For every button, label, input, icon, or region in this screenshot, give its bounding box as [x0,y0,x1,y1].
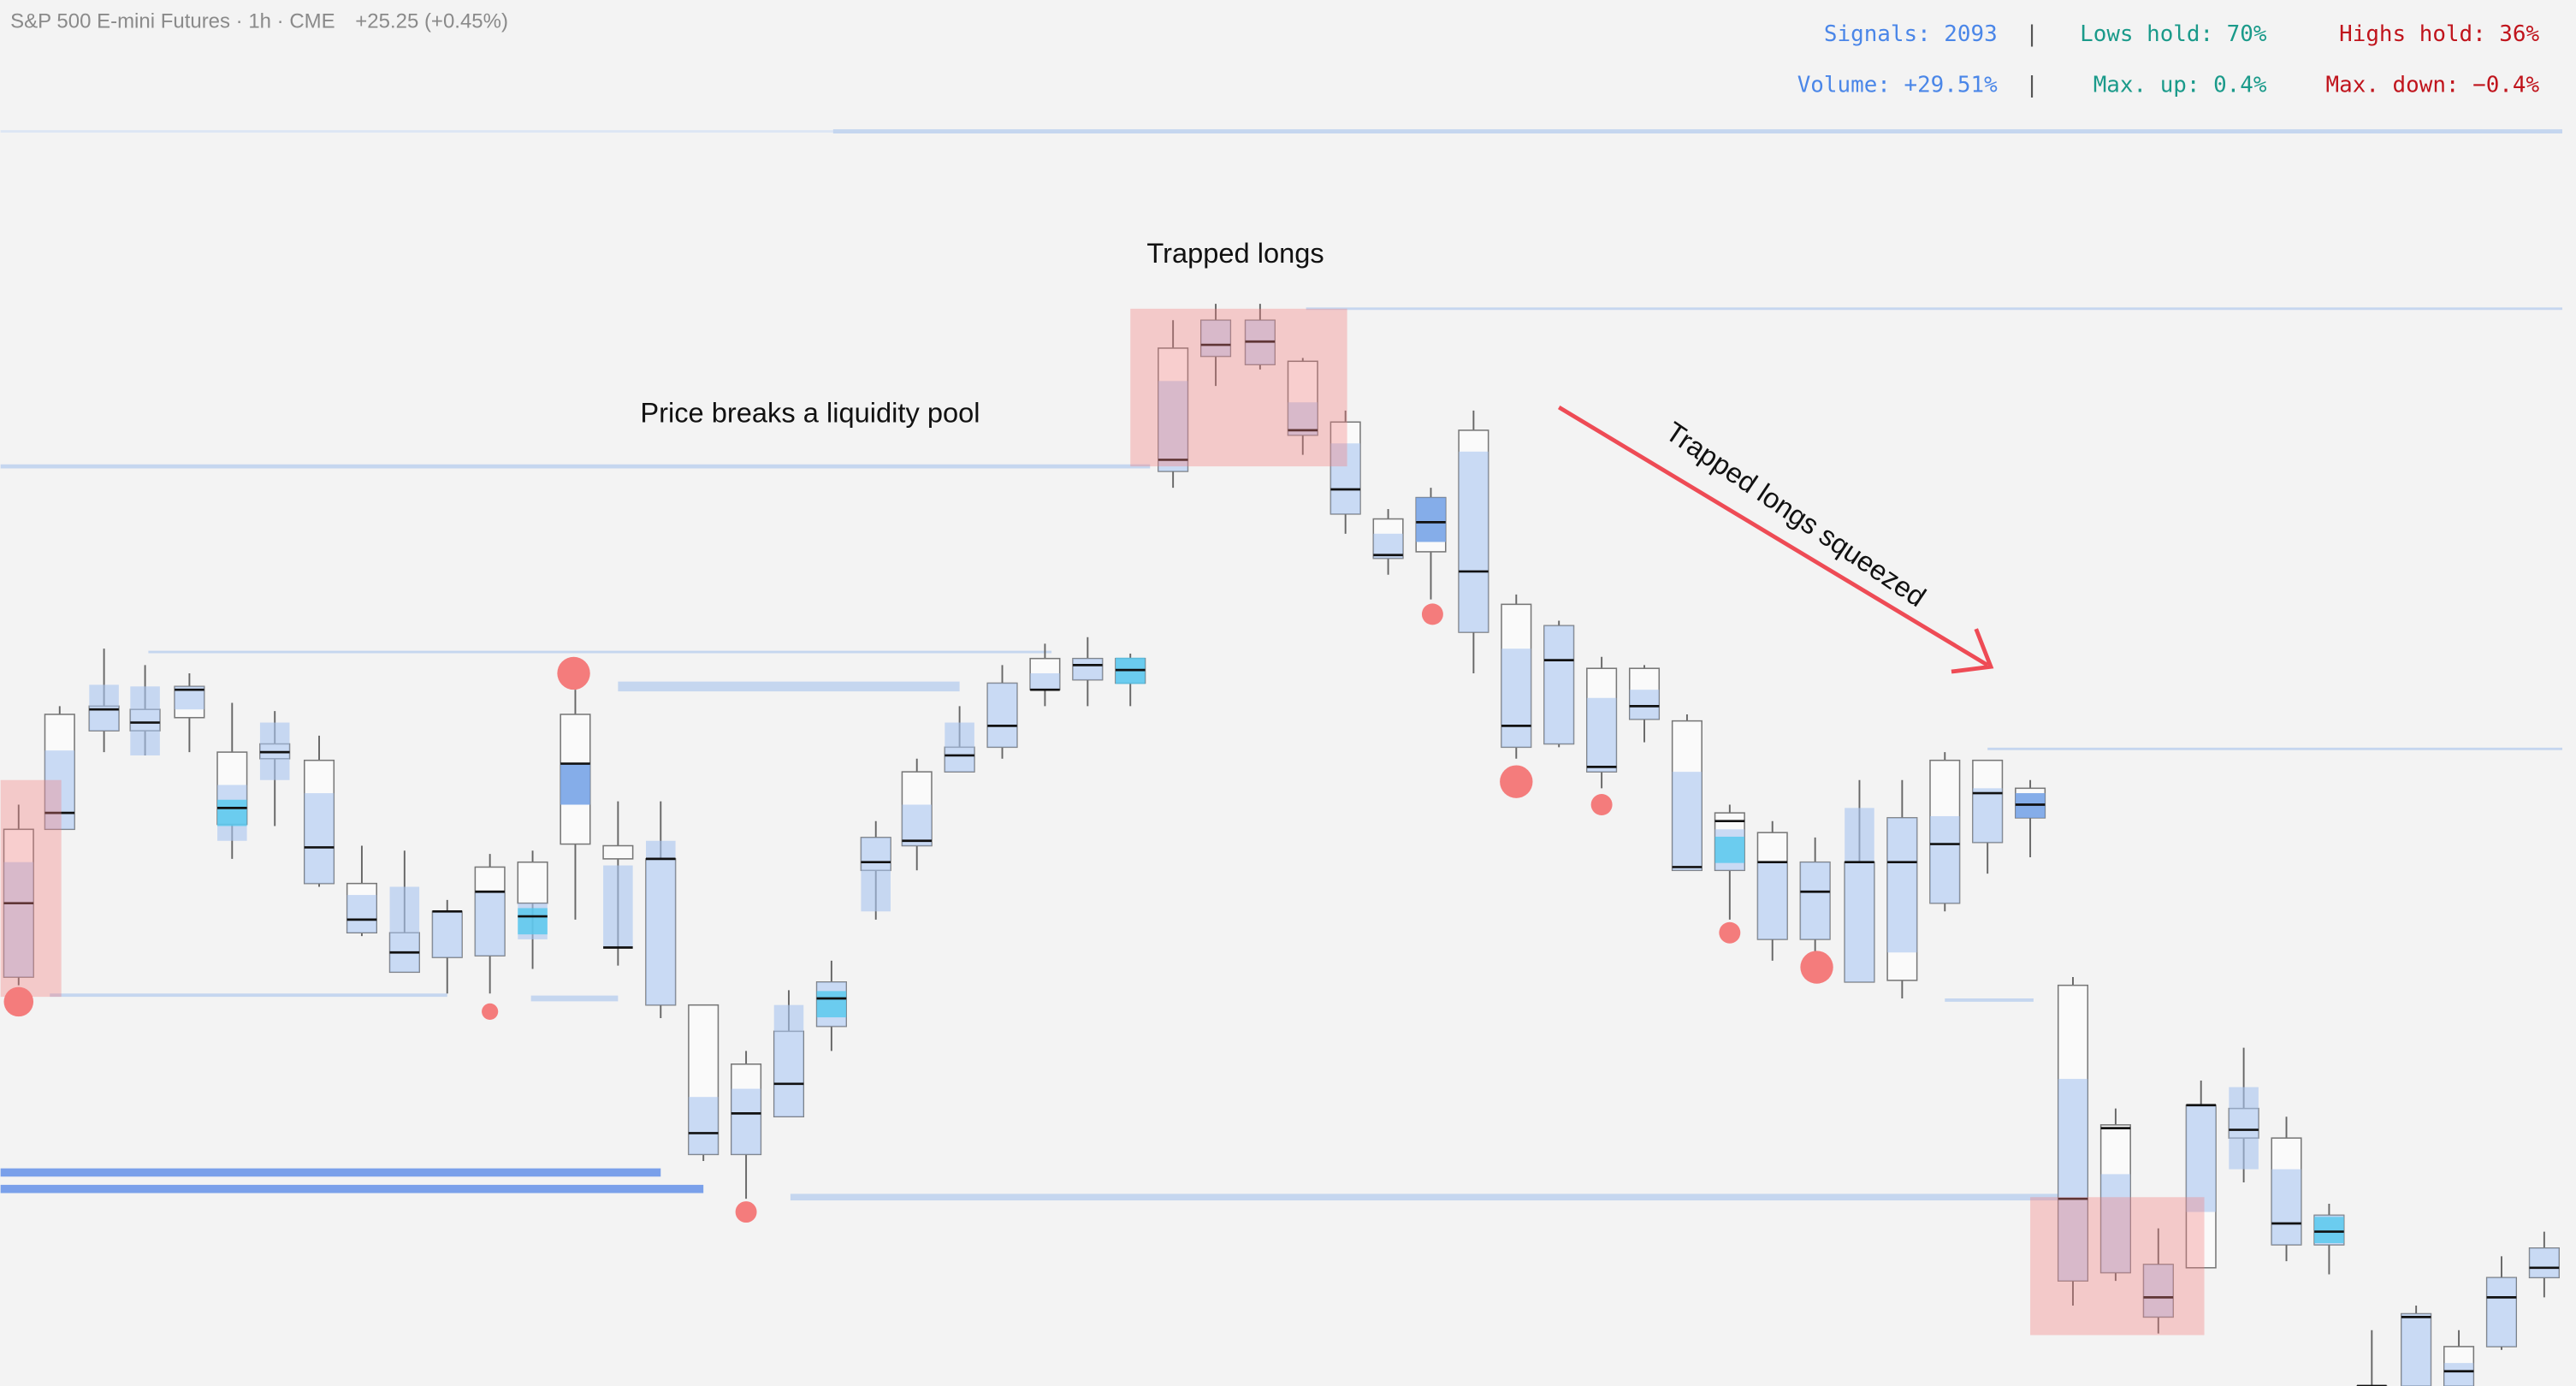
levels [0,129,2562,1201]
volume-shade [432,911,463,958]
volume-shade [1586,697,1617,773]
lows-hold-stat: Lows hold: 70% [2080,21,2267,47]
volume-shade [1200,320,1231,357]
volume-shade [1030,672,1060,690]
volume-shade [1073,658,1103,680]
signal-dot [1500,765,1533,798]
volume-shade [2143,1264,2174,1318]
instrument-title: S&P 500 E-mini Futures · 1h · CME [10,10,335,33]
highlight-zone [0,779,62,998]
signals-stat: Signals: 2093 [1824,21,1998,47]
arrow-head [1951,628,1994,674]
volume-shade [1629,690,1660,720]
volume-shade [2058,1079,2088,1282]
max-down-stat: Max. down: −0.4% [2326,72,2540,98]
signal-dot [1719,921,1741,944]
highlight-zone [1130,308,1347,467]
volume-shade [304,793,335,884]
signal-dot [1590,794,1613,815]
candle-body [602,844,634,860]
volume-shade [603,865,633,948]
volume-highlight [816,991,847,1018]
volume-shade [1972,788,2003,843]
volume-highlight [1714,836,1745,863]
volume-shade [861,837,891,912]
volume-shade [688,1097,719,1155]
volume-shade [2100,1174,2131,1273]
volume-shade [1158,381,1188,471]
signal-dot [735,1201,757,1223]
volume-shade [2186,1105,2216,1212]
arrow [1557,405,1994,674]
price-change: +25.25 (+0.45%) [355,10,508,33]
arrow-shaft [1557,405,1989,667]
volume-shade [1543,625,1574,744]
volume-shade [2229,1087,2259,1170]
volume-shade [646,840,676,1005]
volume-stat: Volume: +29.51% [1797,72,1998,98]
highlight-zone [2030,1197,2205,1336]
volume-shade [2443,1363,2474,1386]
volume-shade [89,684,119,732]
volume-highlight [518,908,548,935]
volume-shade [731,1088,761,1155]
volume-shade [389,886,420,973]
volume-shade [987,683,1017,748]
volume-shade [44,750,75,830]
volume-shade [475,891,505,957]
signal-dot [557,656,590,690]
volume-shade [1330,443,1360,514]
volume-shade [902,804,932,846]
volume-shade [346,895,377,933]
max-up-stat: Max. up: 0.4% [2093,72,2267,98]
signal-dots [3,603,1833,1223]
separator: | [2025,21,2039,47]
volume-shade [1887,817,1917,953]
volume-shade [2486,1277,2517,1347]
volume-shade [1800,862,1830,939]
volume-shade [1459,451,1489,632]
volume-shade [3,862,34,978]
signal-dot [1800,951,1833,984]
volume-shade [945,722,974,773]
volume-shade [1845,808,1874,982]
volume-shade [1757,862,1788,939]
signal-dot [482,1003,499,1020]
candle-body [517,861,548,904]
signal-dot [1421,603,1443,625]
volume-highlight [217,799,247,826]
volume-highlight [1416,497,1446,542]
candles [3,304,2560,1386]
volume-shade [130,686,160,755]
volume-highlight [560,763,590,805]
volume-shade [2271,1169,2301,1245]
signal-dot [3,986,34,1017]
volume-shade [2401,1313,2431,1386]
volume-shade [1929,815,1960,903]
volume-shade [1672,772,1703,871]
annotation: Trapped longs [1146,237,1324,269]
annotation: Price breaks a liquidity pool [640,396,980,428]
volume-highlight [2314,1217,2344,1244]
separator: | [2025,72,2039,98]
volume-shade [773,1004,804,1117]
volume-shade [1501,649,1531,748]
highs-hold-stat: Highs hold: 36% [2339,21,2539,47]
volume-shade [2529,1247,2560,1278]
